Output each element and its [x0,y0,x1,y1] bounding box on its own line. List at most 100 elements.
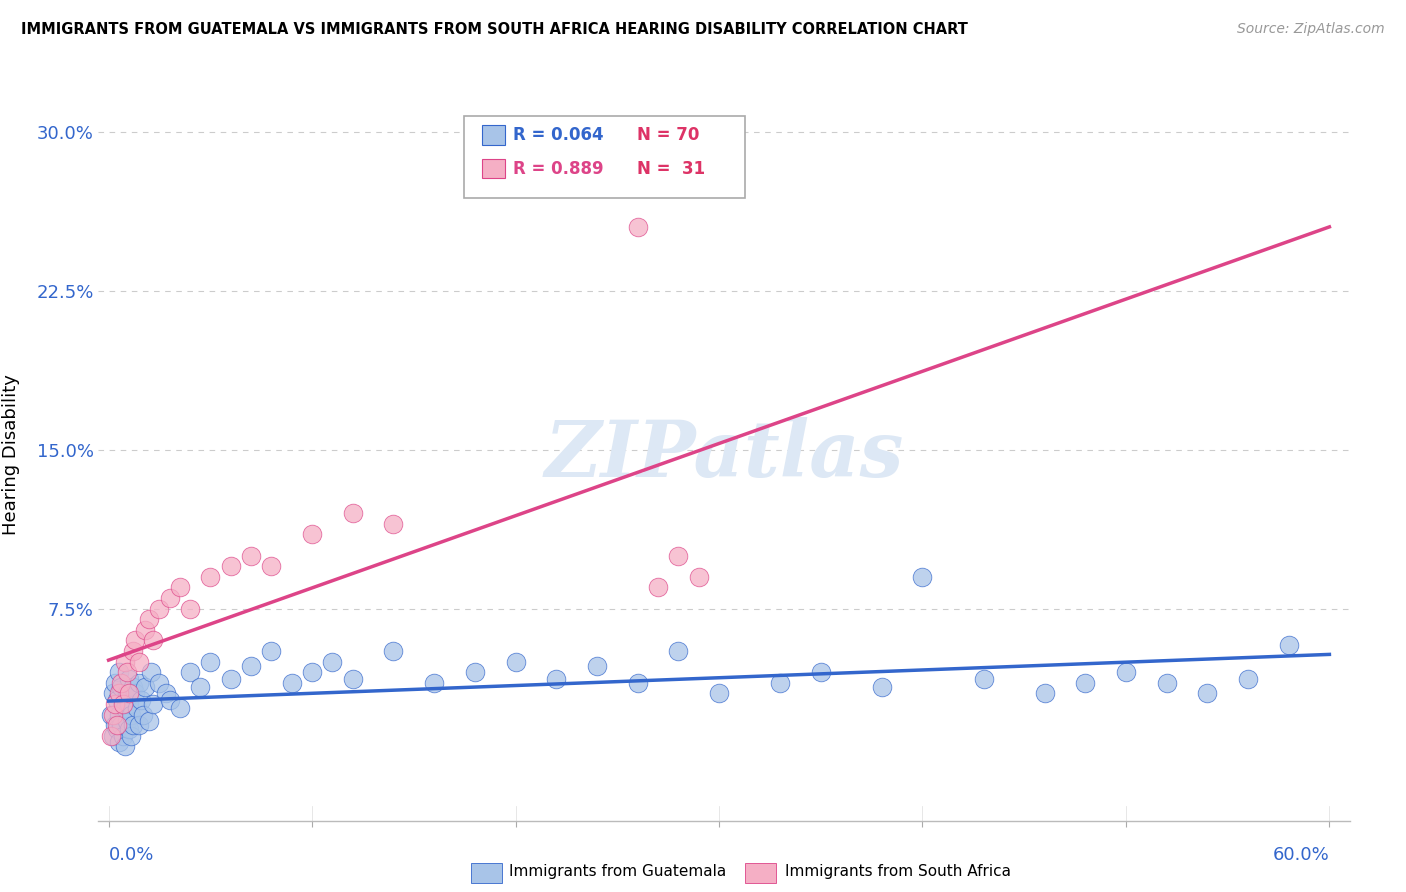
Point [115,714,138,728]
Text: Immigrants from Guatemala: Immigrants from Guatemala [509,864,727,879]
Point [870,680,893,694]
Point [115,686,138,700]
Point [260,644,283,658]
Point [148,601,170,615]
Point [169,581,191,595]
Point [107,707,129,722]
Point [666,644,689,658]
Point [114,701,136,715]
Point [179,665,201,680]
Point [101,729,124,743]
Point [118,672,141,686]
Text: 60.0%: 60.0% [1272,846,1330,863]
Point [240,549,263,563]
Point [101,686,124,700]
Point [141,665,163,680]
Point [219,559,242,574]
Point [110,680,132,694]
Point [260,559,283,574]
Point [1197,686,1219,700]
Point [1278,638,1301,652]
Point [122,718,145,732]
Point [132,707,155,722]
Point [280,676,302,690]
Point [104,697,127,711]
Point [626,219,648,234]
Point [321,655,343,669]
Point [382,516,405,531]
Point [114,655,136,669]
Point [129,693,152,707]
Y-axis label: Hearing Disability: Hearing Disability [1,375,20,535]
Point [382,644,405,658]
Text: IMMIGRANTS FROM GUATEMALA VS IMMIGRANTS FROM SOUTH AFRICA HEARING DISABILITY COR: IMMIGRANTS FROM GUATEMALA VS IMMIGRANTS … [21,22,967,37]
Point [342,672,364,686]
Point [128,676,150,690]
Point [100,707,122,722]
Point [1237,672,1260,686]
Point [200,570,222,584]
Point [179,601,201,615]
Point [134,623,156,637]
Point [111,697,134,711]
Text: ZIPatlas: ZIPatlas [544,417,904,493]
Point [546,672,568,686]
Point [155,686,177,700]
Point [111,697,134,711]
Point [120,729,142,743]
Point [1074,676,1097,690]
Point [122,680,145,694]
Point [200,655,222,669]
Point [169,701,191,715]
Point [104,718,127,732]
Point [114,739,136,754]
Point [769,676,792,690]
Point [1156,676,1178,690]
Point [118,697,141,711]
Point [101,707,124,722]
Text: 0.0%: 0.0% [108,846,155,863]
Point [219,672,242,686]
Point [118,723,141,737]
Point [124,633,146,648]
Point [125,701,148,715]
Point [111,729,134,743]
Point [105,693,128,707]
Point [647,581,669,595]
Point [110,718,132,732]
Point [100,729,122,743]
Point [464,665,486,680]
Point [1115,665,1137,680]
Point [301,527,323,541]
Point [973,672,995,686]
Point [159,591,181,605]
Point [810,665,832,680]
Point [626,676,648,690]
Point [105,723,128,737]
Point [188,680,211,694]
Text: Source: ZipAtlas.com: Source: ZipAtlas.com [1237,22,1385,37]
Point [142,633,165,648]
Point [128,718,150,732]
Point [586,658,609,673]
Point [107,735,129,749]
Point [115,665,138,680]
Point [107,686,129,700]
Point [505,655,527,669]
Point [666,549,689,563]
Point [707,686,730,700]
Point [110,676,132,690]
Point [118,686,141,700]
Point [301,665,323,680]
Text: N = 70: N = 70 [637,126,699,144]
Point [342,506,364,520]
Text: Immigrants from South Africa: Immigrants from South Africa [785,864,1011,879]
Point [148,676,170,690]
Point [688,570,710,584]
Text: N =  31: N = 31 [637,160,704,178]
Text: R = 0.064: R = 0.064 [513,126,603,144]
Point [120,707,142,722]
Point [240,658,263,673]
Point [105,718,128,732]
Point [122,644,145,658]
